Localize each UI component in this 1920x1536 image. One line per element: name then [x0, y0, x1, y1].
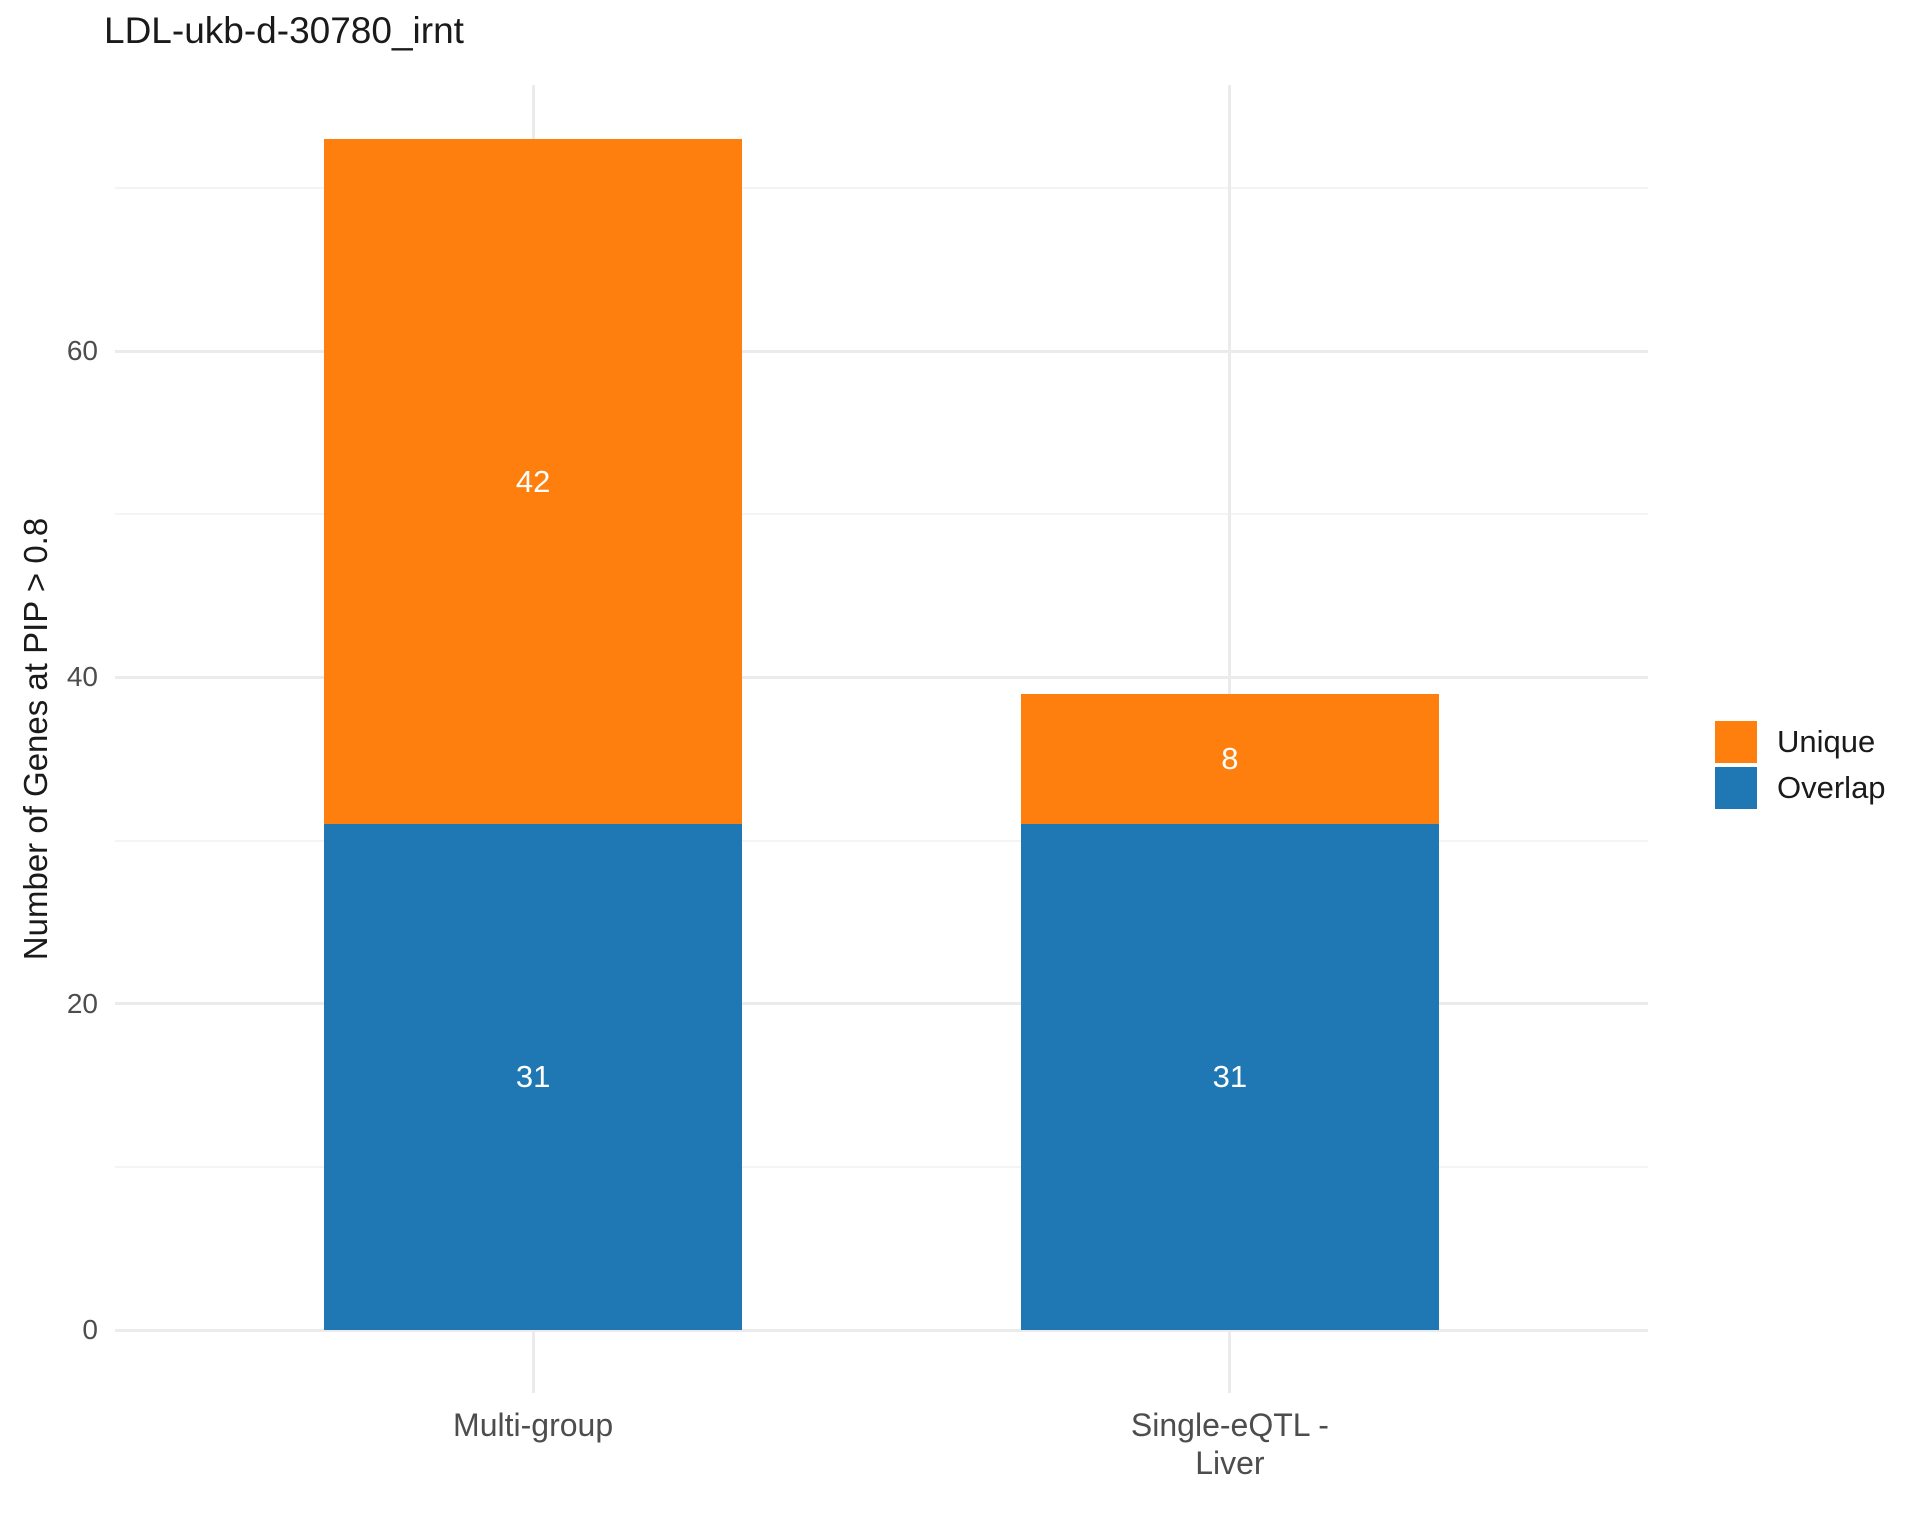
bar-segment-overlap	[1020, 824, 1439, 1331]
gridline-y-major	[115, 349, 1648, 353]
bar-segment-unique	[1020, 693, 1439, 825]
gridline-y-major	[115, 1002, 1648, 1006]
legend-label-overlap: Overlap	[1777, 770, 1886, 805]
legend: Unique Overlap	[1715, 721, 1886, 813]
bar-value-label: 42	[515, 463, 551, 499]
gridline-y-minor	[115, 186, 1648, 189]
legend-item-unique: Unique	[1715, 721, 1886, 763]
bar-value-label: 31	[1212, 1059, 1248, 1095]
bar-value-label: 8	[1221, 740, 1239, 776]
gridline-y-minor	[115, 1165, 1648, 1168]
y-axis-tick-label: 20	[66, 987, 98, 1019]
gridline-y-minor	[115, 839, 1648, 842]
legend-swatch-overlap	[1715, 767, 1757, 809]
bar-segment-unique	[324, 138, 743, 825]
bar-segment-overlap	[324, 824, 743, 1331]
legend-swatch-unique	[1715, 721, 1757, 763]
gridline-y-minor	[115, 513, 1648, 516]
x-axis-category-label: Single-eQTL - Liver	[1130, 1407, 1329, 1481]
chart-title: LDL-ukb-d-30780_irnt	[104, 10, 464, 51]
x-axis-category-label: Multi-group	[453, 1407, 614, 1443]
y-axis-tick-label: 60	[66, 335, 98, 366]
legend-label-unique: Unique	[1777, 724, 1876, 759]
legend-item-overlap: Overlap	[1715, 767, 1886, 809]
y-axis-tick-label: 0	[82, 1314, 98, 1346]
gridline-y-major	[115, 675, 1648, 679]
plot-panel: 31 42 31 8	[115, 85, 1648, 1393]
gridline-y-major	[115, 1328, 1648, 1332]
bar-value-label: 31	[515, 1059, 551, 1095]
y-axis-tick-label: 40	[66, 661, 98, 693]
